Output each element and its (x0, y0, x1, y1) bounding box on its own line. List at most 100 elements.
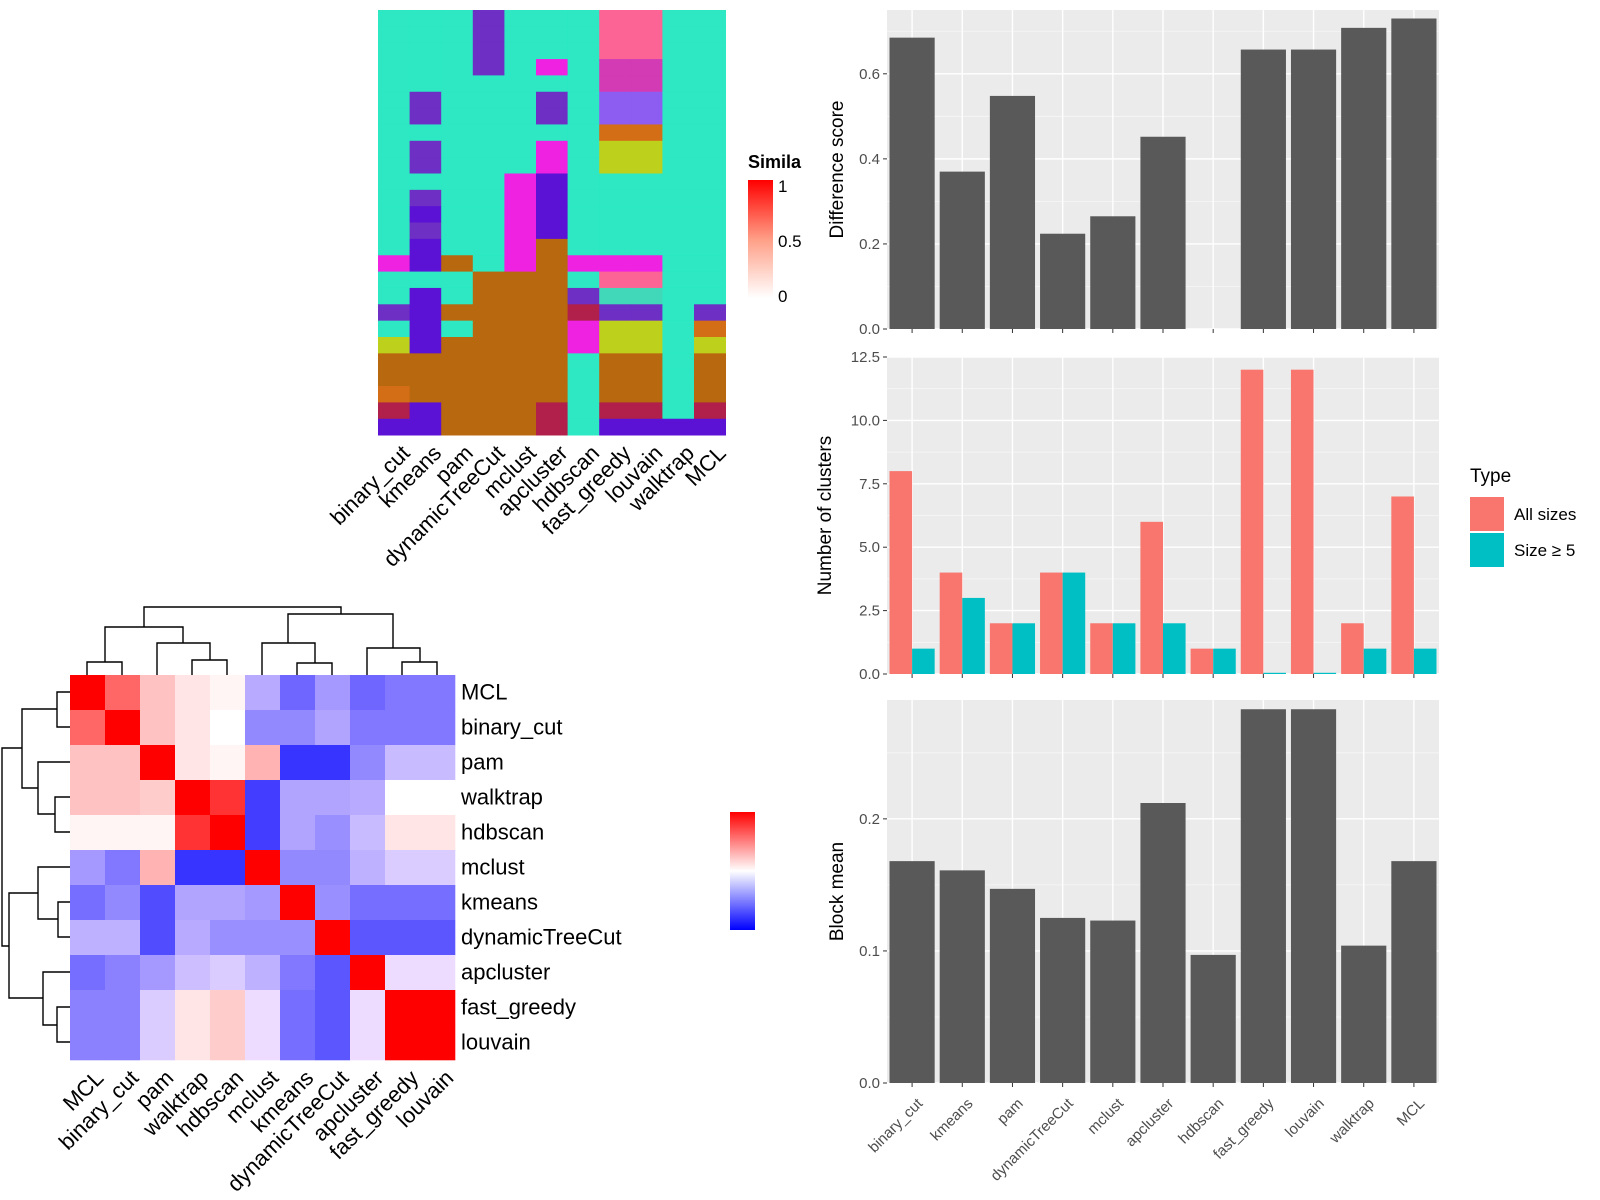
assignment-cell (694, 75, 726, 93)
y-axis-title: Number of clusters (815, 436, 836, 595)
concordance-cell (140, 920, 176, 956)
concordance-cell (315, 955, 351, 991)
concordance-legend (730, 812, 755, 930)
assignment-cell (599, 255, 632, 272)
bar-size-ge-5 (1363, 648, 1387, 674)
concordance-cell (315, 780, 351, 816)
assignment-cell (378, 320, 410, 338)
assignment-cell (662, 222, 695, 240)
assignment-cell (694, 157, 726, 174)
assignment-cell (694, 304, 726, 322)
assignment-cell (630, 255, 663, 272)
assignment-cell (441, 157, 474, 174)
concordance-cell (105, 815, 141, 851)
assignment-cell (472, 173, 505, 191)
concordance-cell (245, 990, 281, 1026)
concordance-cell (210, 710, 246, 746)
bar-size-ge-5 (1213, 648, 1236, 674)
assignment-cell (630, 386, 663, 403)
assignment-cell (441, 320, 474, 338)
concordance-cell (245, 745, 281, 781)
concordance-cell (140, 745, 176, 781)
assignment-cell (536, 271, 568, 289)
assignment-cell (504, 75, 537, 93)
concordance-cell (210, 745, 246, 781)
y-axis-title: Block mean (827, 842, 848, 941)
assignment-cell (536, 124, 568, 142)
concordance-cell (105, 745, 141, 781)
concordance-cell (280, 780, 316, 816)
concordance-cell (70, 850, 106, 886)
assignment-cell (409, 42, 442, 60)
concordance-cell (315, 850, 351, 886)
concordance-cell (245, 710, 281, 746)
assignment-cell (441, 10, 474, 27)
type-legend: Type All sizes Size ≥ 5 (1470, 466, 1576, 567)
assignment-cell (567, 353, 600, 371)
assignment-cell (504, 26, 537, 44)
bar-all-sizes (1040, 572, 1063, 674)
concordance-cell (385, 920, 421, 956)
assignment-cell (630, 189, 663, 207)
concordance-cell (70, 815, 106, 851)
bar-all-sizes (1090, 623, 1113, 674)
assignment-cell (599, 222, 632, 240)
concordance-cell (350, 710, 386, 746)
assignment-cell (662, 124, 695, 142)
concordance-cell (105, 850, 141, 886)
assignment-cell (599, 108, 632, 125)
number-of-clusters-chart: 0.0 2.5 5.0 7.5 10.0 12.5 Number of clusters (815, 349, 1439, 683)
assignment-cell (536, 91, 568, 109)
assignment-cell (567, 26, 600, 44)
assignment-cell (504, 124, 537, 142)
concordance-cell (280, 885, 316, 921)
assignment-cell (504, 206, 537, 223)
bar-size-ge-5 (962, 597, 985, 674)
assignment-cell (599, 26, 632, 44)
assignment-cell (504, 337, 537, 354)
assignment-cell (536, 287, 568, 305)
assignment-cell (567, 157, 600, 174)
assignment-cell (599, 124, 632, 142)
assignment-cell (504, 59, 537, 76)
assignment-cell (378, 287, 410, 305)
concordance-cell (280, 1025, 316, 1061)
x-tick-label: apcluster (1122, 1095, 1177, 1150)
assignment-cell (662, 386, 695, 403)
assignment-cell (567, 304, 600, 322)
assignment-cell (441, 59, 474, 76)
assignment-cell (472, 26, 505, 44)
bar-all-sizes (1290, 369, 1314, 674)
assignment-cell (441, 369, 474, 387)
concordance-cell (175, 990, 211, 1026)
assignment-cell (630, 124, 663, 142)
concordance-cell (280, 710, 316, 746)
assignment-cell (409, 75, 442, 93)
assignment-cell (567, 369, 600, 387)
assignment-cell (472, 189, 505, 207)
assignment-cell (599, 173, 632, 191)
concordance-row-label: hdbscan (461, 820, 544, 845)
concordance-cell (70, 955, 106, 991)
y-tick-label: 2.5 (859, 603, 880, 620)
assignment-cell (472, 75, 505, 93)
assignment-cell (567, 206, 600, 223)
concordance-cell (140, 990, 176, 1026)
concordance-cell (385, 745, 421, 781)
assignment-cell (378, 206, 410, 223)
assignment-cell (504, 386, 537, 403)
bar (1391, 861, 1437, 1083)
assignment-cell (630, 304, 663, 322)
similarity-legend-tick-1: 1 (778, 177, 787, 196)
assignment-cell (504, 238, 537, 256)
bar (989, 888, 1036, 1083)
assignment-cell (662, 108, 695, 125)
concordance-cell (70, 710, 106, 746)
cluster-assignment-labels: binary_cutkmeanspamdynamicTreeCutmclusta… (325, 440, 730, 571)
concordance-cell (420, 920, 456, 956)
x-tick-label: binary_cut (865, 1095, 927, 1157)
x-tick-label: walktrap (1326, 1095, 1378, 1147)
concordance-cell (175, 920, 211, 956)
assignment-cell (536, 140, 568, 158)
assignment-cell (630, 287, 663, 305)
